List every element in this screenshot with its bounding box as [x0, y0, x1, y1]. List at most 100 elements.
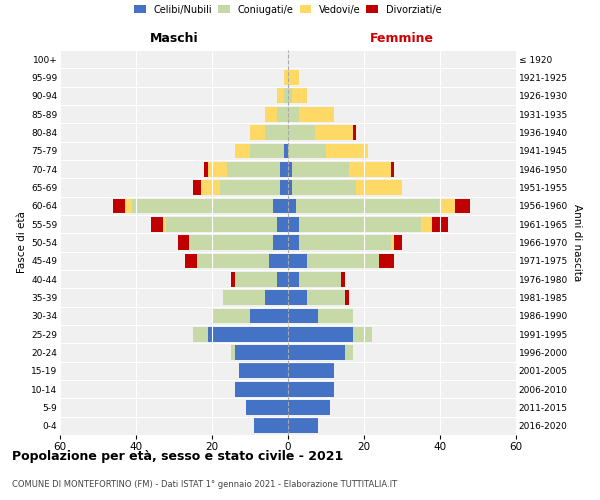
Bar [284, 144, 288, 158]
Bar [288, 162, 292, 176]
Bar [296, 198, 440, 213]
Bar [288, 217, 299, 232]
Bar [288, 235, 299, 250]
Bar [250, 144, 284, 158]
Bar [421, 217, 433, 232]
Bar [356, 180, 402, 195]
Bar [288, 272, 299, 286]
Bar [353, 327, 371, 342]
Bar [277, 272, 288, 286]
Bar [277, 88, 284, 103]
Bar [341, 272, 345, 286]
Bar [288, 180, 292, 195]
Bar [292, 162, 349, 176]
Bar [250, 125, 265, 140]
Bar [288, 345, 345, 360]
Bar [307, 254, 379, 268]
Bar [299, 107, 334, 122]
Bar [208, 162, 227, 176]
Bar [235, 382, 288, 396]
Bar [235, 144, 250, 158]
Bar [288, 308, 319, 323]
Bar [235, 272, 277, 286]
Bar [254, 418, 288, 433]
Bar [307, 290, 345, 305]
Bar [212, 308, 250, 323]
Bar [299, 235, 391, 250]
Bar [284, 88, 288, 103]
Bar [166, 217, 277, 232]
Bar [250, 308, 288, 323]
Bar [125, 198, 132, 213]
Bar [132, 198, 273, 213]
Bar [151, 217, 163, 232]
Bar [288, 107, 299, 122]
Bar [200, 180, 220, 195]
Bar [277, 217, 288, 232]
Bar [394, 235, 402, 250]
Bar [265, 107, 277, 122]
Bar [163, 217, 166, 232]
Text: Popolazione per età, sesso e stato civile - 2021: Popolazione per età, sesso e stato civil… [12, 450, 343, 463]
Bar [227, 162, 280, 176]
Bar [391, 162, 394, 176]
Bar [288, 290, 307, 305]
Bar [292, 88, 307, 103]
Y-axis label: Anni di nascita: Anni di nascita [572, 204, 582, 281]
Bar [284, 70, 288, 85]
Bar [288, 198, 296, 213]
Bar [273, 198, 288, 213]
Bar [288, 125, 314, 140]
Bar [280, 162, 288, 176]
Bar [239, 364, 288, 378]
Bar [288, 418, 319, 433]
Bar [220, 180, 280, 195]
Bar [299, 272, 341, 286]
Bar [288, 88, 292, 103]
Bar [113, 198, 125, 213]
Bar [440, 198, 455, 213]
Text: Maschi: Maschi [149, 32, 199, 44]
Bar [277, 107, 288, 122]
Bar [433, 217, 448, 232]
Bar [353, 125, 356, 140]
Bar [288, 400, 330, 415]
Bar [288, 364, 334, 378]
Bar [197, 254, 269, 268]
Bar [455, 198, 470, 213]
Bar [280, 180, 288, 195]
Bar [349, 162, 391, 176]
Bar [314, 125, 353, 140]
Bar [288, 70, 299, 85]
Bar [223, 290, 265, 305]
Bar [391, 235, 394, 250]
Bar [299, 217, 421, 232]
Bar [185, 254, 197, 268]
Bar [288, 327, 353, 342]
Bar [326, 144, 368, 158]
Text: COMUNE DI MONTEFORTINO (FM) - Dati ISTAT 1° gennaio 2021 - Elaborazione TUTTITAL: COMUNE DI MONTEFORTINO (FM) - Dati ISTAT… [12, 480, 397, 489]
Bar [345, 290, 349, 305]
Bar [269, 254, 288, 268]
Bar [288, 382, 334, 396]
Bar [178, 235, 189, 250]
Bar [379, 254, 394, 268]
Bar [319, 308, 353, 323]
Bar [273, 235, 288, 250]
Bar [208, 327, 288, 342]
Bar [265, 125, 288, 140]
Text: Femmine: Femmine [370, 32, 434, 44]
Bar [231, 345, 235, 360]
Legend: Celibi/Nubili, Coniugati/e, Vedovi/e, Divorziati/e: Celibi/Nubili, Coniugati/e, Vedovi/e, Di… [134, 5, 442, 15]
Bar [193, 180, 200, 195]
Bar [189, 235, 273, 250]
Bar [235, 345, 288, 360]
Bar [288, 144, 326, 158]
Bar [288, 254, 307, 268]
Bar [231, 272, 235, 286]
Bar [265, 290, 288, 305]
Bar [246, 400, 288, 415]
Bar [292, 180, 356, 195]
Bar [193, 327, 208, 342]
Bar [345, 345, 353, 360]
